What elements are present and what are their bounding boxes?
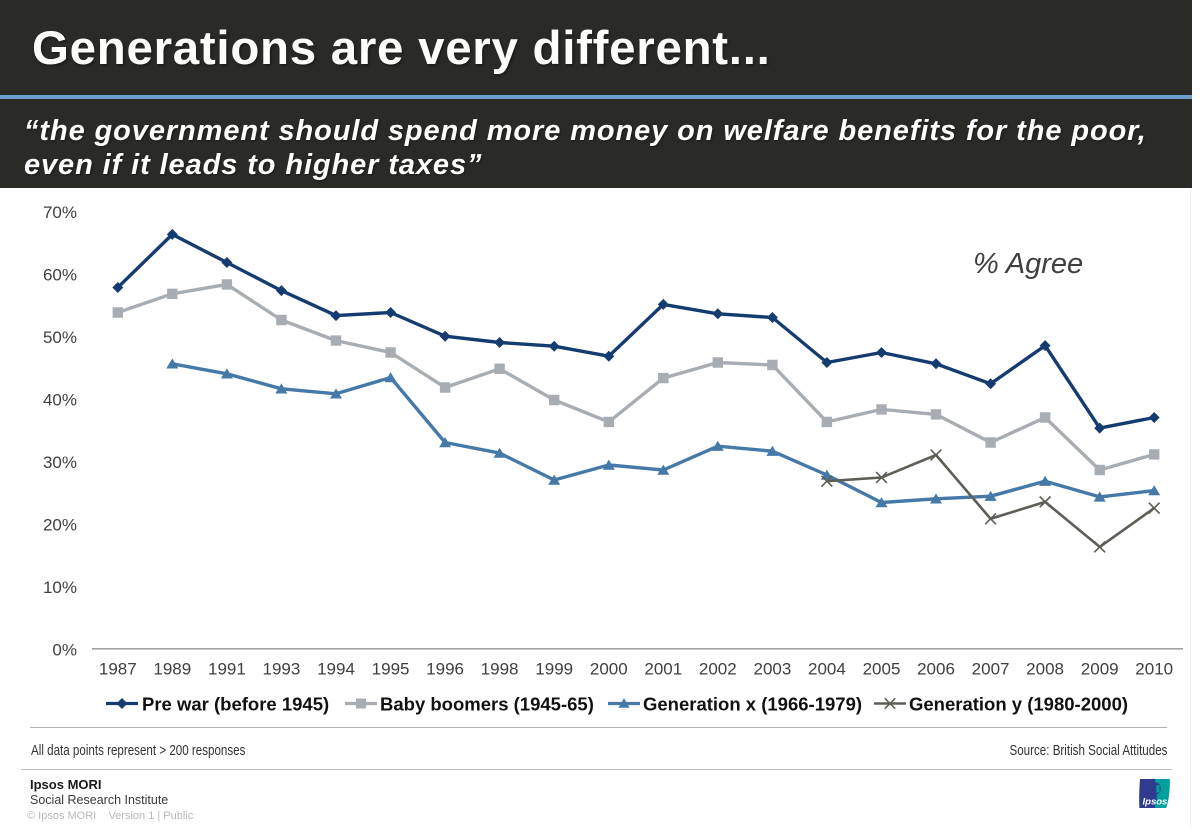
svg-text:30%: 30% [43, 453, 77, 472]
svg-text:2005: 2005 [863, 660, 901, 679]
svg-text:2009: 2009 [1081, 660, 1119, 679]
svg-text:0%: 0% [52, 641, 77, 660]
svg-text:60%: 60% [43, 266, 77, 285]
svg-text:2003: 2003 [753, 660, 791, 679]
svg-text:Pre war (before 1945): Pre war (before 1945) [142, 694, 329, 715]
svg-text:1996: 1996 [426, 660, 464, 679]
svg-text:70%: 70% [43, 203, 77, 222]
svg-text:2000: 2000 [590, 660, 628, 679]
svg-text:2006: 2006 [917, 660, 955, 679]
svg-text:40%: 40% [43, 391, 77, 410]
svg-text:Baby boomers (1945-65): Baby boomers (1945-65) [380, 694, 594, 715]
svg-text:1999: 1999 [535, 660, 573, 679]
svg-text:1987: 1987 [99, 660, 137, 679]
svg-text:1994: 1994 [317, 660, 355, 679]
svg-text:1991: 1991 [208, 660, 246, 679]
svg-text:% Agree: % Agree [973, 248, 1083, 280]
svg-text:Generation x (1966-1979): Generation x (1966-1979) [643, 694, 862, 715]
svg-text:Ipsos: Ipsos [1143, 797, 1168, 808]
svg-text:2010: 2010 [1135, 660, 1173, 679]
svg-text:2007: 2007 [972, 660, 1010, 679]
svg-text:20%: 20% [43, 516, 77, 535]
svg-text:2001: 2001 [644, 660, 682, 679]
svg-text:50%: 50% [43, 328, 77, 347]
svg-text:2008: 2008 [1026, 660, 1064, 679]
svg-text:1993: 1993 [262, 660, 300, 679]
svg-text:10%: 10% [43, 578, 77, 597]
svg-text:2004: 2004 [808, 660, 846, 679]
svg-text:1989: 1989 [153, 660, 191, 679]
svg-text:Generation y (1980-2000): Generation y (1980-2000) [909, 694, 1128, 715]
svg-text:1998: 1998 [481, 660, 519, 679]
svg-text:1995: 1995 [372, 660, 410, 679]
svg-text:2002: 2002 [699, 660, 737, 679]
